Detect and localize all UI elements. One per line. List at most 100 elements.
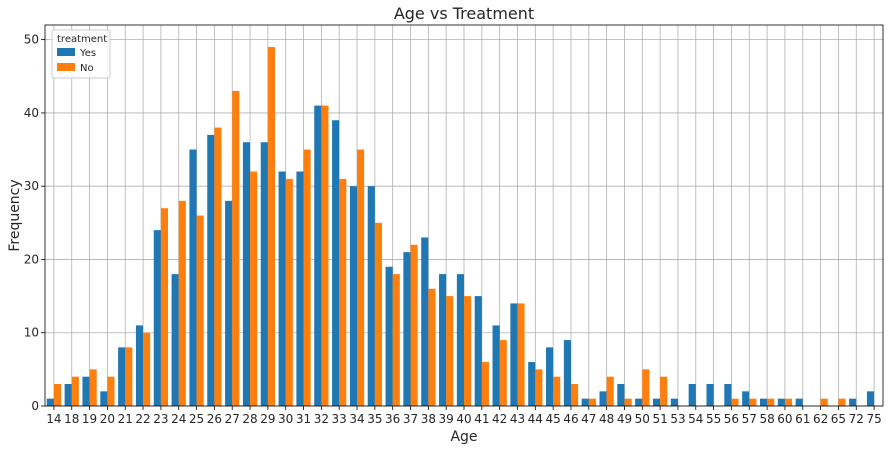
x-tick-label: 32 bbox=[314, 412, 329, 426]
bar-yes-age-55 bbox=[706, 384, 714, 406]
bar-no-age-29 bbox=[267, 46, 276, 406]
bar-yes-age-56 bbox=[724, 384, 732, 406]
x-tick-label: 35 bbox=[367, 412, 382, 426]
bar-no-age-58 bbox=[767, 398, 775, 406]
y-tick-label: 40 bbox=[24, 106, 39, 120]
y-axis-title: Frequency bbox=[7, 179, 23, 251]
x-tick-label: 20 bbox=[100, 412, 115, 426]
x-tick-label: 48 bbox=[599, 412, 614, 426]
bar-no-age-18 bbox=[71, 376, 79, 406]
x-tick-label: 46 bbox=[563, 412, 578, 426]
bar-yes-age-50 bbox=[635, 398, 643, 406]
bar-no-age-56 bbox=[731, 398, 739, 406]
bars-layer bbox=[46, 46, 875, 407]
legend-swatch-yes bbox=[57, 48, 75, 56]
bar-yes-age-22 bbox=[135, 325, 144, 406]
bar-yes-age-36 bbox=[385, 266, 393, 406]
x-tick-label: 39 bbox=[439, 412, 454, 426]
bar-yes-age-54 bbox=[688, 384, 696, 406]
legend-label-yes: Yes bbox=[79, 48, 96, 59]
bar-no-age-44 bbox=[535, 369, 543, 406]
bar-no-age-35 bbox=[374, 222, 382, 406]
bar-yes-age-61 bbox=[795, 398, 803, 406]
x-tick-label: 49 bbox=[617, 412, 632, 426]
bar-yes-age-41 bbox=[474, 296, 482, 406]
bar-yes-age-29 bbox=[260, 142, 268, 406]
x-tick-label: 58 bbox=[759, 412, 774, 426]
bar-no-age-37 bbox=[410, 244, 418, 406]
y-tick-label: 30 bbox=[24, 179, 39, 193]
x-ticks: 14 18 19 20 21 22 23 24 25 26 27 28 29 30 31 32 33 34 35 36… bbox=[46, 406, 882, 426]
x-tick-label: 34 bbox=[349, 412, 364, 426]
bar-no-age-38 bbox=[428, 288, 436, 406]
bar-yes-age-42 bbox=[492, 325, 500, 406]
bar-no-age-20 bbox=[107, 376, 115, 406]
x-tick-label: 14 bbox=[46, 412, 61, 426]
bar-no-age-39 bbox=[446, 296, 454, 406]
legend-label-no: No bbox=[80, 63, 94, 74]
bar-yes-age-57 bbox=[742, 391, 750, 406]
x-tick-label: 54 bbox=[688, 412, 703, 426]
bar-yes-age-26 bbox=[207, 134, 215, 406]
x-tick-label: 25 bbox=[189, 412, 204, 426]
x-tick-label: 51 bbox=[652, 412, 667, 426]
bar-no-age-57 bbox=[749, 398, 757, 406]
bar-yes-age-72 bbox=[849, 398, 857, 406]
legend: treatment Yes No bbox=[51, 29, 111, 79]
bar-no-age-43 bbox=[517, 303, 525, 406]
bar-yes-age-19 bbox=[82, 376, 90, 406]
x-tick-label: 43 bbox=[510, 412, 525, 426]
y-tick-label: 20 bbox=[24, 252, 39, 266]
x-tick-label: 57 bbox=[742, 412, 757, 426]
x-tick-label: 45 bbox=[546, 412, 561, 426]
x-tick-label: 75 bbox=[866, 412, 881, 426]
bar-no-age-62 bbox=[820, 398, 828, 406]
bar-no-age-33 bbox=[339, 178, 347, 406]
bar-no-age-14 bbox=[53, 384, 62, 406]
bar-no-age-30 bbox=[285, 178, 293, 406]
bar-no-age-27 bbox=[232, 90, 240, 406]
x-tick-label: 33 bbox=[332, 412, 347, 426]
x-tick-label: 56 bbox=[724, 412, 739, 426]
bar-yes-age-21 bbox=[118, 347, 126, 406]
bar-no-age-24 bbox=[178, 200, 186, 406]
bar-yes-age-45 bbox=[546, 347, 554, 406]
bar-no-age-41 bbox=[481, 362, 489, 406]
x-tick-label: 60 bbox=[777, 412, 792, 426]
x-tick-label: 23 bbox=[153, 412, 168, 426]
bar-yes-age-20 bbox=[100, 391, 108, 406]
bar-no-age-65 bbox=[838, 398, 846, 406]
x-tick-label: 24 bbox=[171, 412, 186, 426]
y-tick-label: 50 bbox=[24, 33, 39, 47]
x-tick-label: 26 bbox=[207, 412, 222, 426]
x-tick-label: 38 bbox=[421, 412, 436, 426]
bar-yes-age-27 bbox=[225, 200, 233, 406]
bar-no-age-31 bbox=[303, 149, 311, 407]
bar-yes-age-53 bbox=[670, 398, 678, 406]
bar-no-age-50 bbox=[642, 369, 650, 406]
x-tick-label: 62 bbox=[813, 412, 828, 426]
bar-yes-age-47 bbox=[581, 398, 589, 406]
bar-no-age-40 bbox=[464, 296, 472, 406]
bar-yes-age-60 bbox=[777, 398, 785, 406]
x-tick-label: 61 bbox=[795, 412, 810, 426]
bar-yes-age-40 bbox=[456, 274, 464, 406]
x-tick-label: 36 bbox=[385, 412, 400, 426]
bar-no-age-60 bbox=[784, 398, 793, 406]
bar-yes-age-30 bbox=[278, 171, 286, 406]
bar-no-age-51 bbox=[660, 376, 668, 406]
bar-yes-age-37 bbox=[403, 252, 411, 406]
x-tick-label: 40 bbox=[456, 412, 471, 426]
x-tick-label: 47 bbox=[581, 412, 596, 426]
x-tick-label: 55 bbox=[706, 412, 721, 426]
bar-yes-age-51 bbox=[652, 398, 661, 406]
bar-yes-age-28 bbox=[242, 142, 251, 406]
x-tick-label: 22 bbox=[135, 412, 150, 426]
bar-no-age-48 bbox=[606, 376, 614, 406]
bar-yes-age-32 bbox=[314, 105, 322, 406]
bar-yes-age-58 bbox=[759, 398, 768, 406]
x-tick-label: 37 bbox=[403, 412, 418, 426]
bar-yes-age-34 bbox=[349, 186, 358, 406]
